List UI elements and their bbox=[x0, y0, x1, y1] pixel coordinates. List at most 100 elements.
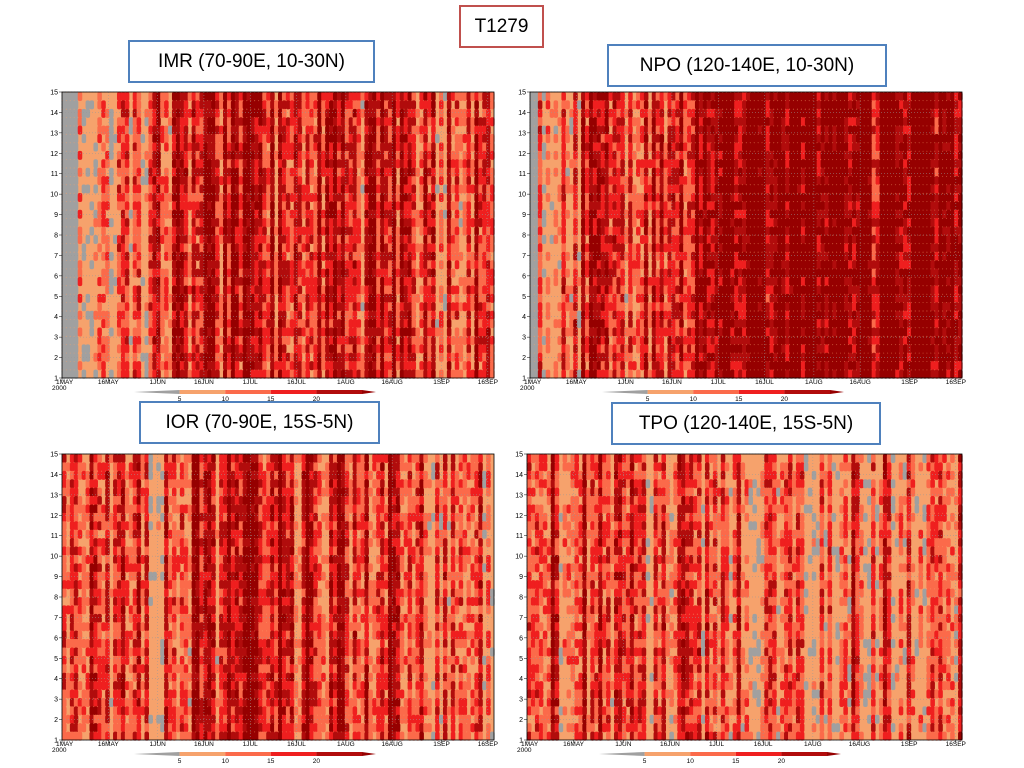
heatmap-cell bbox=[372, 192, 377, 202]
heatmap-cell bbox=[65, 327, 71, 337]
heatmap-cell bbox=[427, 150, 432, 160]
heatmap-cell bbox=[164, 352, 169, 362]
heatmap-cell bbox=[581, 176, 586, 186]
heatmap-cell bbox=[718, 260, 724, 270]
heatmap-cell bbox=[612, 150, 617, 160]
heatmap-cell bbox=[399, 192, 405, 202]
heatmap-cell bbox=[309, 268, 314, 278]
heatmap-cell bbox=[156, 159, 161, 169]
heatmap-cell bbox=[667, 167, 672, 177]
heatmap-cell bbox=[179, 335, 185, 345]
heatmap-cell bbox=[364, 100, 369, 110]
heatmap-cell bbox=[742, 142, 747, 152]
heatmap-cell bbox=[573, 277, 578, 287]
heatmap-cell bbox=[454, 235, 460, 245]
heatmap-cell bbox=[230, 218, 236, 228]
heatmap-cell bbox=[250, 108, 256, 118]
heatmap-cell bbox=[297, 352, 303, 362]
heatmap-cell bbox=[297, 277, 303, 287]
heatmap-cell bbox=[411, 361, 417, 371]
heatmap-cell bbox=[746, 352, 751, 362]
heatmap-cell bbox=[742, 159, 747, 169]
heatmap-cell bbox=[128, 209, 134, 219]
heatmap-cell bbox=[376, 277, 381, 287]
heatmap-cell bbox=[687, 361, 692, 371]
heatmap-cell bbox=[278, 352, 283, 362]
heatmap-cell bbox=[250, 243, 256, 253]
heatmap-cell bbox=[368, 150, 373, 160]
heatmap-cell bbox=[344, 142, 350, 152]
heatmap-cell bbox=[679, 293, 684, 303]
heatmap-cell bbox=[604, 369, 610, 379]
heatmap-cell bbox=[659, 134, 665, 144]
heatmap-cell bbox=[372, 134, 377, 144]
heatmap-cell bbox=[612, 117, 617, 127]
heatmap-cell bbox=[671, 277, 676, 287]
heatmap-cell bbox=[364, 184, 369, 194]
heatmap-cell bbox=[234, 134, 240, 144]
heatmap-cell bbox=[446, 235, 452, 245]
heatmap-cell bbox=[203, 319, 208, 329]
heatmap-cell bbox=[636, 125, 641, 135]
heatmap-cell bbox=[675, 100, 680, 110]
heatmap-cell bbox=[761, 352, 767, 362]
heatmap-cell bbox=[234, 319, 240, 329]
heatmap-cell bbox=[584, 302, 590, 312]
heatmap-cell bbox=[765, 361, 771, 371]
heatmap-cell bbox=[722, 134, 727, 144]
heatmap-cell bbox=[530, 352, 535, 362]
heatmap-cell bbox=[285, 226, 291, 236]
heatmap-cell bbox=[620, 251, 625, 261]
heatmap-cell bbox=[545, 125, 551, 135]
heatmap-cell bbox=[632, 100, 637, 110]
heatmap-cell bbox=[478, 369, 483, 379]
heatmap-cell bbox=[183, 285, 189, 295]
heatmap-cell bbox=[651, 226, 657, 236]
heatmap-cell bbox=[297, 150, 303, 160]
heatmap-cell bbox=[753, 243, 759, 253]
heatmap-cell bbox=[667, 92, 672, 102]
heatmap-cell bbox=[372, 209, 377, 219]
heatmap-cell bbox=[537, 176, 543, 186]
heatmap-cell bbox=[450, 302, 456, 312]
heatmap-cell bbox=[667, 150, 672, 160]
heatmap-cell bbox=[384, 176, 389, 186]
heatmap-cell bbox=[289, 117, 295, 127]
heatmap-cell bbox=[305, 192, 311, 202]
heatmap-cell bbox=[223, 285, 228, 295]
heatmap-cell bbox=[490, 209, 495, 219]
heatmap-cell bbox=[144, 302, 149, 312]
heatmap-cell bbox=[620, 167, 625, 177]
heatmap-cell bbox=[620, 285, 625, 295]
heatmap-cell bbox=[109, 125, 114, 135]
heatmap-cell bbox=[175, 352, 181, 362]
heatmap-cell bbox=[659, 117, 665, 127]
heatmap-cell bbox=[486, 235, 491, 245]
heatmap-cell bbox=[628, 235, 633, 245]
heatmap-cell bbox=[710, 352, 716, 362]
heatmap-cell bbox=[734, 344, 739, 354]
heatmap-cell bbox=[113, 277, 118, 287]
heatmap-cell bbox=[706, 201, 712, 211]
heatmap-cell bbox=[65, 142, 71, 152]
heatmap-cell bbox=[466, 167, 472, 177]
heatmap-cell bbox=[372, 100, 377, 110]
heatmap-cell bbox=[116, 192, 122, 202]
heatmap-cell bbox=[466, 302, 472, 312]
heatmap-cell bbox=[588, 209, 594, 219]
heatmap-cell bbox=[679, 369, 684, 379]
heatmap-cell bbox=[156, 243, 161, 253]
heatmap-cell bbox=[160, 226, 165, 236]
heatmap-cell bbox=[171, 251, 177, 261]
heatmap-cell bbox=[734, 117, 739, 127]
heatmap-cell bbox=[238, 319, 244, 329]
heatmap-cell bbox=[399, 218, 405, 228]
heatmap-cell bbox=[356, 150, 362, 160]
heatmap-cell bbox=[679, 319, 684, 329]
heatmap-cell bbox=[344, 159, 350, 169]
heatmap-cell bbox=[753, 201, 759, 211]
heatmap-cell bbox=[691, 117, 696, 127]
y-tick-label: 5 bbox=[54, 294, 58, 301]
heatmap-cell bbox=[694, 159, 700, 169]
heatmap-cell bbox=[454, 369, 460, 379]
